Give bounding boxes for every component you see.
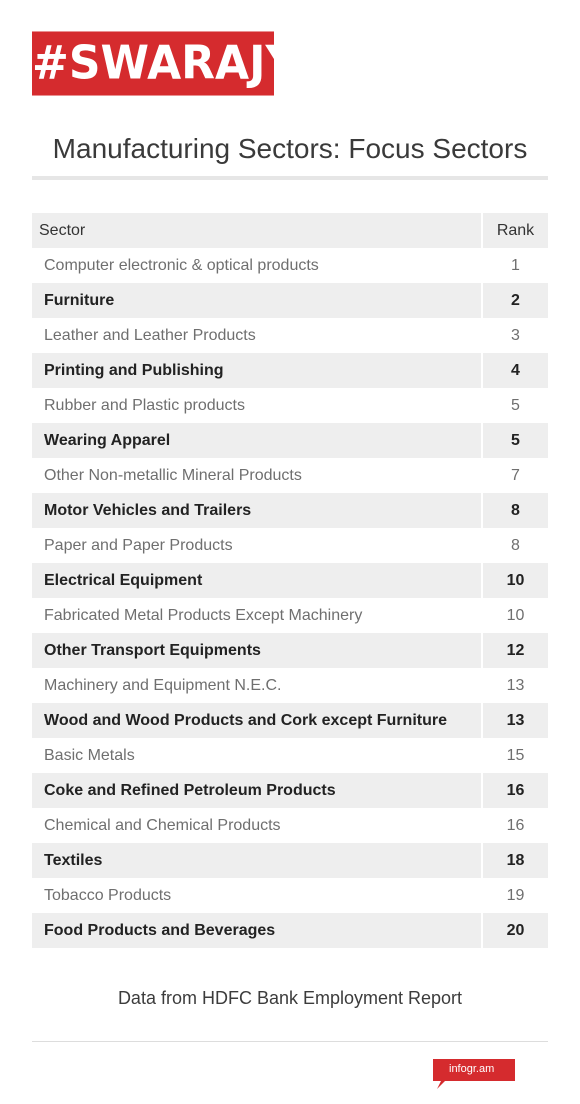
table-row: Textiles 18 <box>32 843 548 878</box>
sector-cell: Chemical and Chemical Products <box>32 808 482 843</box>
rank-cell: 19 <box>481 878 548 913</box>
sector-cell: Food Products and Beverages <box>32 913 482 948</box>
rank-cell: 10 <box>481 563 548 598</box>
sector-cell: Rubber and Plastic products <box>32 388 482 423</box>
sector-cell: Computer electronic & optical products <box>32 248 482 283</box>
table-row: Furniture 2 <box>32 283 548 318</box>
rank-cell: 3 <box>481 318 548 353</box>
table-row: Electrical Equipment 10 <box>32 563 548 598</box>
rank-cell: 8 <box>481 493 548 528</box>
rank-cell: 16 <box>481 773 548 808</box>
sector-cell: Basic Metals <box>32 738 482 773</box>
infogram-badge-label[interactable]: infogr.am <box>449 1063 495 1075</box>
table-row: Wood and Wood Products and Cork except F… <box>32 703 548 738</box>
table-row: Food Products and Beverages 20 <box>32 913 548 948</box>
table-row: Fabricated Metal Products Except Machine… <box>32 598 548 633</box>
table-row: Other Transport Equipments 12 <box>32 633 548 668</box>
sector-cell: Coke and Refined Petroleum Products <box>32 773 482 808</box>
rank-cell: 15 <box>481 738 548 773</box>
rank-cell: 13 <box>481 703 548 738</box>
table-row: Paper and Paper Products 8 <box>32 528 548 563</box>
column-header-rank: Rank <box>481 213 548 248</box>
infogram-badge-shape <box>433 1059 515 1089</box>
table-row: Tobacco Products 19 <box>32 878 548 913</box>
table-body: Computer electronic & optical products 1 F… <box>32 248 548 948</box>
rank-cell: 5 <box>481 423 548 458</box>
rank-cell: 8 <box>481 528 548 563</box>
table-row: Coke and Refined Petroleum Products 16 <box>32 773 548 808</box>
rank-cell: 13 <box>481 668 548 703</box>
sector-cell: Textiles <box>32 843 482 878</box>
sector-cell: Tobacco Products <box>32 878 482 913</box>
sector-cell: Motor Vehicles and Trailers <box>32 493 482 528</box>
rank-cell: 1 <box>481 248 548 283</box>
sector-cell: Wood and Wood Products and Cork except F… <box>32 703 482 738</box>
sector-cell: Furniture <box>32 283 482 318</box>
table-row: Machinery and Equipment N.E.C. 13 <box>32 668 548 703</box>
rank-cell: 20 <box>481 913 548 948</box>
table-row: Leather and Leather Products 3 <box>32 318 548 353</box>
table-row: Printing and Publishing 4 <box>32 353 548 388</box>
table-row: Wearing Apparel 5 <box>32 423 548 458</box>
table-header-row: Sector Rank <box>32 213 548 248</box>
sector-rank-table: Sector Rank Computer electronic & optica… <box>32 213 548 948</box>
rank-cell: 18 <box>481 843 548 878</box>
rank-cell: 5 <box>481 388 548 423</box>
sector-cell: Paper and Paper Products <box>32 528 482 563</box>
rank-cell: 2 <box>481 283 548 318</box>
swarajya-logo[interactable]: #SWARAJYA <box>32 31 327 96</box>
table-row: Basic Metals 15 <box>32 738 548 773</box>
table-row: Computer electronic & optical products 1 <box>32 248 548 283</box>
title-divider <box>32 176 548 180</box>
sector-cell: Other Transport Equipments <box>32 633 482 668</box>
chart-title: Manufacturing Sectors: Focus Sectors <box>52 133 528 164</box>
table-row: Motor Vehicles and Trailers 8 <box>32 493 548 528</box>
rank-cell: 16 <box>481 808 548 843</box>
sector-cell: Wearing Apparel <box>32 423 482 458</box>
table-row: Other Non-metallic Mineral Products 7 <box>32 458 548 493</box>
column-header-sector: Sector <box>32 213 482 248</box>
infogram-badge[interactable] <box>433 1059 515 1089</box>
sector-cell: Electrical Equipment <box>32 563 482 598</box>
rank-cell: 12 <box>481 633 548 668</box>
source-note: Data from HDFC Bank Employment Report <box>117 988 463 1008</box>
table-row: Chemical and Chemical Products 16 <box>32 808 548 843</box>
rank-cell: 4 <box>481 353 548 388</box>
table-row: Rubber and Plastic products 5 <box>32 388 548 423</box>
sector-cell: Leather and Leather Products <box>32 318 482 353</box>
footer-divider <box>32 1041 548 1042</box>
rank-cell: 10 <box>481 598 548 633</box>
rank-cell: 7 <box>481 458 548 493</box>
sector-cell: Fabricated Metal Products Except Machine… <box>32 598 482 633</box>
sector-cell: Machinery and Equipment N.E.C. <box>32 668 482 703</box>
sector-cell: Other Non-metallic Mineral Products <box>32 458 482 493</box>
sector-cell: Printing and Publishing <box>32 353 482 388</box>
